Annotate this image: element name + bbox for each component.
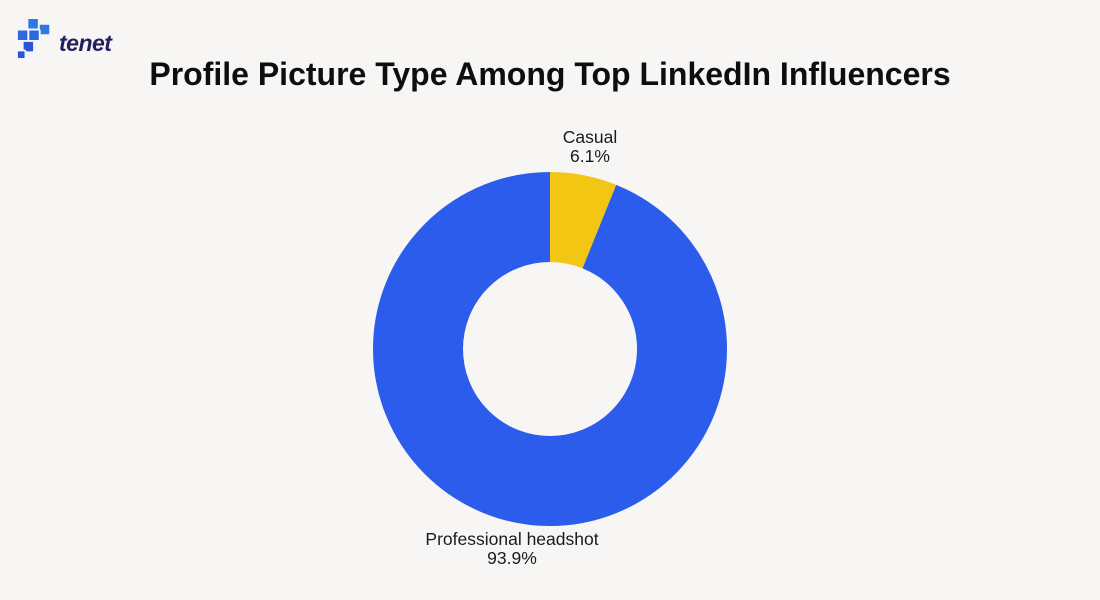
donut-chart <box>373 172 727 526</box>
donut-slice-professional-headshot <box>373 172 727 526</box>
slice-label-professional-name: Professional headshot <box>425 529 599 549</box>
tenet-pixel-squares-icon <box>16 17 52 60</box>
tenet-logo: tenet <box>16 17 112 61</box>
slice-label-casual: Casual 6.1% <box>563 128 617 166</box>
page-title: Profile Picture Type Among Top LinkedIn … <box>149 56 951 92</box>
slice-label-professional-value: 93.9% <box>487 548 537 568</box>
tenet-logo-text: tenet <box>59 29 112 56</box>
slice-label-professional-headshot: Professional headshot 93.9% <box>425 530 598 568</box>
slice-label-casual-name: Casual <box>562 127 618 147</box>
slice-label-casual-value: 6.1% <box>570 146 610 166</box>
donut-chart-container <box>372 171 728 527</box>
